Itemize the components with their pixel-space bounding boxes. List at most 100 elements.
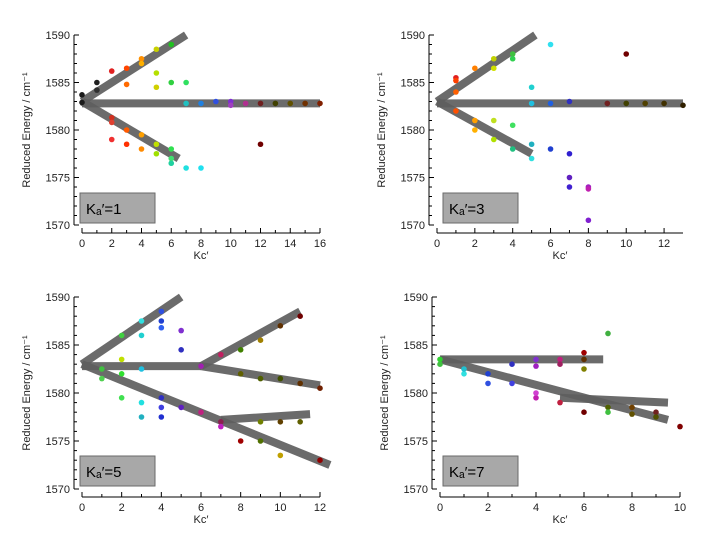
x-tick-label: 6 bbox=[581, 502, 587, 514]
y-axis-title: Reduced Energy / cm⁻¹ bbox=[379, 335, 391, 451]
data-point bbox=[237, 438, 244, 444]
y-tick-label: 1570 bbox=[404, 484, 428, 496]
y-axis-title: Reduced Energy / cm⁻¹ bbox=[21, 335, 33, 451]
data-point bbox=[153, 141, 160, 148]
x-axis-title: Kc′ bbox=[553, 250, 568, 262]
x-tick-label: 4 bbox=[158, 502, 164, 514]
data-point bbox=[158, 404, 165, 411]
data-point bbox=[472, 117, 478, 124]
x-tick-label: 8 bbox=[585, 238, 591, 250]
data-point bbox=[138, 332, 145, 339]
x-tick-label: 12 bbox=[314, 502, 326, 514]
data-point bbox=[158, 318, 165, 324]
y-tick-label: 1570 bbox=[46, 220, 70, 232]
panel-label: Kₐ′=7 bbox=[449, 464, 485, 481]
y-tick-label: 1580 bbox=[404, 388, 428, 400]
data-point bbox=[168, 79, 175, 86]
x-tick-label: 8 bbox=[629, 502, 635, 514]
data-point bbox=[198, 100, 204, 107]
data-point bbox=[661, 100, 667, 107]
data-point bbox=[547, 41, 554, 48]
x-tick-label: 4 bbox=[533, 502, 539, 514]
data-point bbox=[533, 390, 539, 396]
data-point bbox=[99, 375, 105, 382]
data-point bbox=[528, 141, 535, 148]
data-point bbox=[237, 371, 244, 377]
data-point bbox=[461, 371, 467, 377]
data-point bbox=[509, 361, 515, 368]
fit-line bbox=[80, 360, 332, 469]
data-point bbox=[490, 117, 497, 124]
data-point bbox=[138, 55, 145, 62]
data-point bbox=[168, 146, 175, 152]
fit-line bbox=[438, 355, 670, 424]
x-axis-title: Kc′ bbox=[194, 514, 209, 526]
data-point bbox=[453, 89, 459, 95]
y-tick-label: 1575 bbox=[404, 436, 428, 448]
y-tick-label: 1580 bbox=[46, 388, 70, 400]
data-point bbox=[218, 419, 224, 425]
data-point bbox=[257, 141, 264, 148]
x-tick-label: 14 bbox=[284, 238, 296, 250]
data-point bbox=[472, 127, 478, 133]
data-point bbox=[153, 150, 160, 157]
data-point bbox=[677, 423, 683, 430]
data-point bbox=[472, 65, 478, 72]
data-point bbox=[277, 452, 284, 459]
x-tick-label: 0 bbox=[437, 502, 443, 514]
data-point bbox=[257, 100, 264, 107]
y-tick-label: 1575 bbox=[401, 173, 425, 185]
data-point bbox=[623, 100, 630, 107]
data-point bbox=[138, 366, 145, 372]
y-tick-label: 1580 bbox=[401, 125, 425, 137]
data-point bbox=[118, 371, 125, 377]
y-tick-label: 1585 bbox=[46, 340, 70, 352]
x-tick-label: 6 bbox=[547, 238, 553, 250]
chart-panel: 1570 1575 1580 1585 1590 0 2 4 6 8 10 Reduced Energ… bbox=[379, 292, 686, 526]
fit-line bbox=[79, 293, 184, 368]
data-point bbox=[437, 361, 443, 368]
data-point bbox=[581, 409, 587, 416]
data-point bbox=[153, 70, 160, 76]
data-point bbox=[557, 361, 563, 368]
data-point bbox=[158, 414, 165, 420]
x-tick-label: 10 bbox=[274, 502, 286, 514]
fit-line bbox=[559, 393, 669, 407]
data-point bbox=[183, 165, 189, 171]
x-tick-label: 8 bbox=[238, 502, 244, 514]
data-point bbox=[123, 127, 130, 133]
panel-label: Kₐ′=5 bbox=[86, 464, 122, 481]
x-tick-label: 2 bbox=[472, 238, 478, 250]
data-point bbox=[108, 136, 115, 143]
x-tick-label: 10 bbox=[674, 502, 686, 514]
data-point bbox=[178, 347, 184, 353]
y-tick-label: 1585 bbox=[46, 78, 70, 90]
data-point bbox=[138, 146, 145, 152]
panel-label: Kₐ′=1 bbox=[86, 201, 122, 218]
x-tick-label: 12 bbox=[254, 238, 266, 250]
y-tick-label: 1585 bbox=[401, 78, 425, 90]
data-point bbox=[178, 404, 184, 411]
data-point bbox=[108, 68, 115, 74]
x-tick-label: 16 bbox=[314, 238, 326, 250]
x-tick-label: 4 bbox=[510, 238, 516, 250]
y-tick-label: 1570 bbox=[46, 484, 70, 496]
y-tick-label: 1590 bbox=[46, 292, 70, 304]
data-point bbox=[138, 60, 145, 67]
x-tick-label: 2 bbox=[109, 238, 115, 250]
data-point bbox=[138, 414, 145, 420]
panel-label-box bbox=[442, 192, 519, 224]
data-point bbox=[108, 119, 115, 126]
y-tick-label: 1590 bbox=[46, 30, 70, 42]
data-point bbox=[509, 55, 516, 62]
x-tick-label: 0 bbox=[434, 238, 440, 250]
data-point bbox=[277, 323, 284, 329]
panel-label-box bbox=[79, 192, 156, 224]
data-point bbox=[566, 174, 573, 181]
data-point bbox=[79, 99, 85, 106]
data-point bbox=[257, 438, 264, 444]
data-point bbox=[168, 155, 175, 162]
y-tick-label: 1585 bbox=[404, 340, 428, 352]
data-point bbox=[108, 114, 115, 121]
